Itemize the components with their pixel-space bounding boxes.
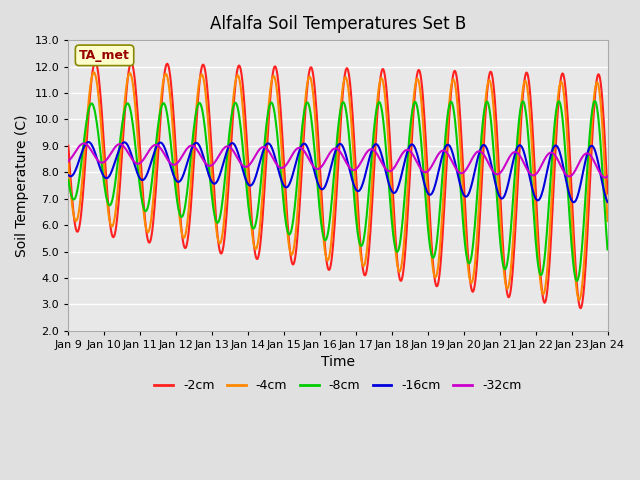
-8cm <box>604 247 611 252</box>
-2cm <box>404 205 412 211</box>
-16cm <box>65 172 72 178</box>
-16cm <box>84 139 92 145</box>
-16cm <box>420 179 428 184</box>
Y-axis label: Soil Temperature (C): Soil Temperature (C) <box>15 114 29 257</box>
-16cm <box>185 154 193 159</box>
-4cm <box>90 70 98 75</box>
-32cm <box>420 169 428 175</box>
Line: -16cm: -16cm <box>68 142 607 202</box>
-8cm <box>65 177 72 183</box>
-2cm <box>131 72 138 78</box>
-8cm <box>74 183 82 189</box>
-2cm <box>420 105 428 111</box>
-32cm <box>131 159 138 165</box>
-4cm <box>420 132 428 137</box>
-4cm <box>65 161 72 167</box>
-32cm <box>214 155 221 161</box>
-2cm <box>185 225 193 231</box>
-8cm <box>130 127 138 133</box>
-2cm <box>577 305 584 311</box>
-4cm <box>185 203 193 208</box>
-8cm <box>419 162 427 168</box>
-16cm <box>74 160 82 166</box>
-32cm <box>604 174 611 180</box>
-32cm <box>74 145 82 151</box>
-2cm <box>604 191 611 196</box>
-4cm <box>404 179 412 184</box>
Text: TA_met: TA_met <box>79 49 130 62</box>
-32cm <box>185 144 193 149</box>
Line: -8cm: -8cm <box>68 101 607 281</box>
-2cm <box>214 233 221 239</box>
-8cm <box>403 159 411 165</box>
-8cm <box>591 98 598 104</box>
-2cm <box>74 228 82 234</box>
-16cm <box>214 178 221 183</box>
-16cm <box>570 199 577 205</box>
-2cm <box>65 143 72 149</box>
-4cm <box>604 218 611 224</box>
-8cm <box>573 278 580 284</box>
-8cm <box>184 179 192 184</box>
-8cm <box>213 219 221 225</box>
Title: Alfalfa Soil Temperatures Set B: Alfalfa Soil Temperatures Set B <box>210 15 466 33</box>
-32cm <box>404 147 412 153</box>
Line: -2cm: -2cm <box>68 62 607 308</box>
-4cm <box>131 94 138 99</box>
Legend: -2cm, -4cm, -8cm, -16cm, -32cm: -2cm, -4cm, -8cm, -16cm, -32cm <box>149 374 527 397</box>
-4cm <box>575 297 583 303</box>
-4cm <box>74 213 82 219</box>
-32cm <box>602 175 609 180</box>
Line: -32cm: -32cm <box>68 144 607 178</box>
Line: -4cm: -4cm <box>68 72 607 300</box>
-16cm <box>404 147 412 153</box>
-16cm <box>131 161 138 167</box>
-2cm <box>92 59 99 65</box>
X-axis label: Time: Time <box>321 355 355 370</box>
-4cm <box>214 235 221 240</box>
-16cm <box>604 199 611 205</box>
-32cm <box>65 158 72 164</box>
-32cm <box>80 141 88 146</box>
